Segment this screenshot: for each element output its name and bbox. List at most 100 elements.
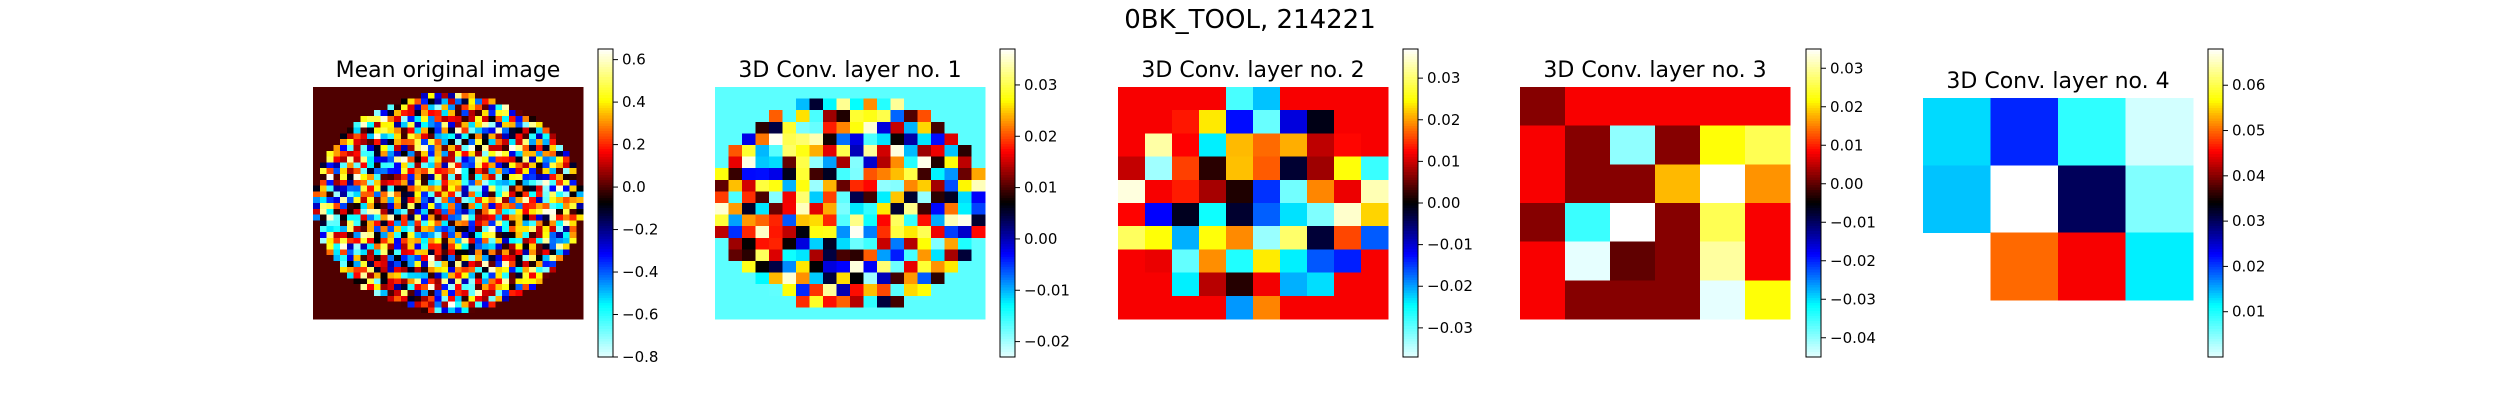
heatmap-cell xyxy=(346,255,354,262)
heatmap-cell xyxy=(569,290,577,297)
heatmap-cell xyxy=(475,174,483,181)
heatmap-cell xyxy=(340,197,348,204)
heatmap-cell xyxy=(796,295,810,308)
heatmap-cell xyxy=(346,98,354,105)
colorbar-segment xyxy=(1806,197,1821,202)
heatmap-cell xyxy=(340,208,348,215)
colorbar-segment xyxy=(598,295,613,299)
heatmap-cell xyxy=(387,243,395,250)
heatmap-cell xyxy=(340,179,348,186)
heatmap-cell xyxy=(1307,133,1335,157)
heatmap-cell xyxy=(542,301,550,308)
heatmap-cell xyxy=(508,214,516,221)
heatmap-cell xyxy=(414,278,422,285)
colorbar-segment xyxy=(2208,246,2223,250)
heatmap-cell xyxy=(441,191,449,198)
colorbar-segment xyxy=(1000,303,1015,307)
heatmap-cell xyxy=(488,313,496,320)
heatmap-cell xyxy=(508,255,516,262)
heatmap-cell xyxy=(958,179,972,192)
heatmap-cell xyxy=(823,237,837,250)
heatmap-cell xyxy=(1361,295,1389,320)
heatmap-cell xyxy=(508,127,516,134)
heatmap-cell xyxy=(326,226,334,233)
heatmap-cell xyxy=(890,261,905,273)
heatmap-cell xyxy=(823,110,837,123)
heatmap-cell xyxy=(562,220,570,227)
colorbar-segment xyxy=(598,326,613,330)
colorbar-tick-label: 0.01 xyxy=(1024,179,1057,197)
heatmap-cell xyxy=(809,145,824,157)
heatmap-cell xyxy=(373,232,381,239)
colorbar-segment xyxy=(598,115,613,119)
heatmap-cell xyxy=(427,307,435,314)
heatmap-cell xyxy=(796,145,810,157)
colorbar-segment xyxy=(1806,161,1821,166)
heatmap-cell xyxy=(522,220,530,227)
colorbar-segment xyxy=(2208,336,2223,340)
heatmap-cell xyxy=(944,226,959,239)
heatmap-cell xyxy=(529,249,537,256)
heatmap-cell xyxy=(904,226,918,239)
colorbar-segment xyxy=(2208,54,2223,58)
heatmap-cell xyxy=(1745,241,1791,281)
heatmap-cell xyxy=(1280,203,1308,227)
heatmap-cell xyxy=(475,261,483,268)
heatmap-cell xyxy=(502,139,510,146)
heatmap-cell xyxy=(971,226,986,239)
heatmap-cell xyxy=(1118,249,1146,273)
colorbar-segment xyxy=(1000,169,1015,173)
heatmap-cell xyxy=(1199,133,1227,157)
heatmap-cell xyxy=(542,174,550,181)
heatmap-cell xyxy=(427,237,435,244)
heatmap-cell xyxy=(367,191,375,198)
colorbar-segment xyxy=(2208,241,2223,245)
heatmap-cell xyxy=(495,145,503,152)
heatmap-cell xyxy=(576,220,584,227)
heatmap-cell xyxy=(958,110,972,123)
colorbar-segment xyxy=(598,226,613,230)
heatmap-cell xyxy=(944,237,959,250)
heatmap-cell xyxy=(549,266,557,273)
heatmap-cell xyxy=(502,162,510,169)
colorbar-segment xyxy=(2208,74,2223,78)
colorbar-segment xyxy=(1000,90,1015,94)
colorbar-segment xyxy=(1403,295,1418,299)
heatmap-cell xyxy=(373,168,381,175)
heatmap-cell xyxy=(461,156,469,163)
heatmap-cell xyxy=(1610,241,1656,281)
heatmap-cell xyxy=(373,214,381,221)
heatmap-cell xyxy=(502,121,510,128)
heatmap-cell xyxy=(809,156,824,169)
heatmap-cell xyxy=(542,278,550,285)
heatmap-cell xyxy=(475,127,483,134)
heatmap-cell xyxy=(468,237,476,244)
colorbar-segment xyxy=(1403,66,1418,71)
heatmap-cell xyxy=(502,237,510,244)
heatmap-cell xyxy=(755,237,770,250)
heatmap-cell xyxy=(394,191,402,198)
heatmap-cell xyxy=(944,98,959,111)
heatmap-cell xyxy=(441,156,449,163)
heatmap-cell xyxy=(495,266,503,273)
heatmap-cell xyxy=(944,272,959,285)
heatmap-cell xyxy=(502,307,510,314)
heatmap-cell xyxy=(1226,249,1254,273)
heatmap-cell xyxy=(353,116,361,123)
heatmap-cell xyxy=(448,261,456,268)
heatmap-cell xyxy=(380,266,388,273)
heatmap-cell xyxy=(373,179,381,186)
colorbar: 0.030.020.010.00−0.01−0.02−0.03 xyxy=(1402,48,1473,358)
heatmap-cell xyxy=(971,168,986,181)
heatmap-cell xyxy=(313,121,321,128)
colorbar-segment xyxy=(598,303,613,307)
colorbar-segment xyxy=(2208,169,2223,173)
colorbar-segment xyxy=(1403,331,1418,335)
heatmap-cell xyxy=(542,203,550,210)
colorbar-segment xyxy=(598,108,613,112)
heatmap-cell xyxy=(556,261,564,268)
heatmap-cell xyxy=(414,104,422,111)
heatmap-cell xyxy=(360,168,368,175)
heatmap-cell xyxy=(562,127,570,134)
heatmap-cell xyxy=(407,139,415,146)
